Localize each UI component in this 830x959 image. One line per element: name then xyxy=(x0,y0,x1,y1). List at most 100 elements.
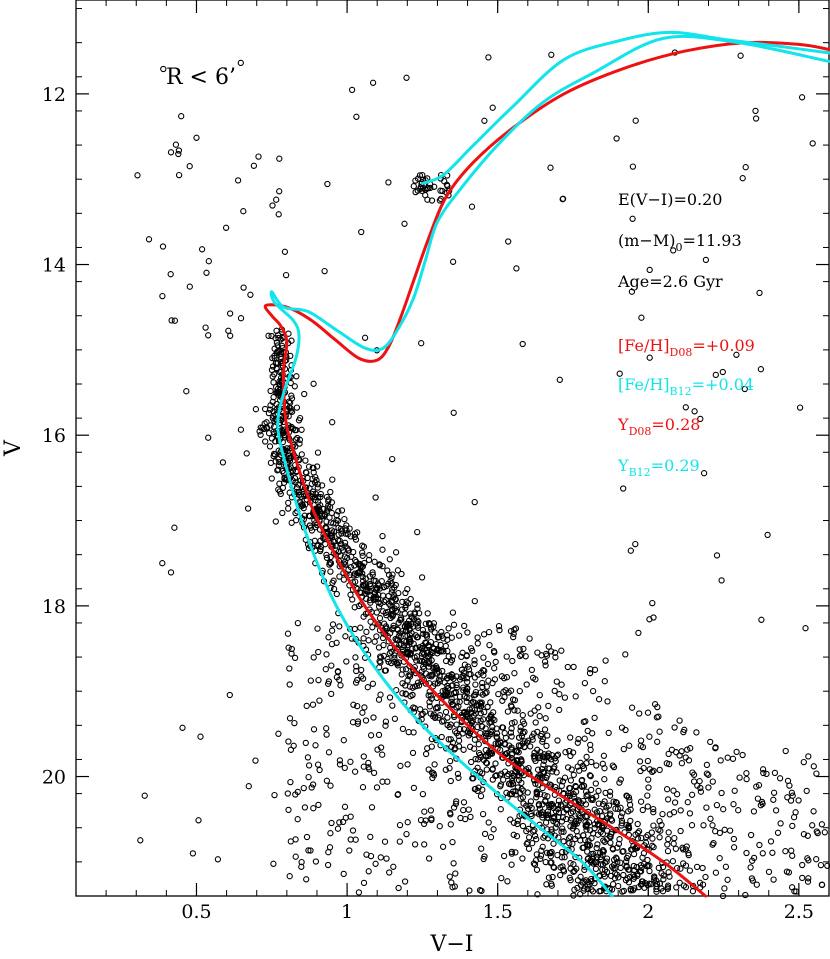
star-point xyxy=(347,813,354,820)
star-point xyxy=(577,890,584,898)
star-point xyxy=(429,644,437,651)
star-point xyxy=(800,831,808,838)
star-point xyxy=(358,666,365,674)
star-point xyxy=(508,725,515,732)
star-point xyxy=(285,806,292,814)
star-point xyxy=(603,827,611,834)
star-point xyxy=(561,854,568,861)
star-point xyxy=(804,878,812,885)
star-point xyxy=(639,878,646,885)
star-point xyxy=(324,180,331,188)
star-point xyxy=(582,788,590,795)
star-point xyxy=(535,801,543,808)
isochrone-line-1 xyxy=(269,34,830,898)
star-point xyxy=(593,844,600,852)
star-point xyxy=(337,682,344,689)
star-point xyxy=(454,770,462,778)
star-point xyxy=(672,845,680,852)
star-point xyxy=(502,734,510,742)
star-point xyxy=(381,583,388,591)
star-point xyxy=(471,657,478,664)
star-point xyxy=(305,463,313,470)
star-point xyxy=(263,419,270,426)
star-point xyxy=(735,807,742,814)
star-point xyxy=(394,791,401,798)
star-point xyxy=(386,694,394,701)
star-point xyxy=(415,618,422,626)
star-point xyxy=(617,813,625,820)
star-point xyxy=(620,485,627,492)
star-point xyxy=(742,891,749,899)
star-point xyxy=(175,150,182,158)
star-point xyxy=(432,666,440,673)
star-point xyxy=(481,708,488,716)
star-point xyxy=(483,689,490,696)
star-point xyxy=(558,828,565,835)
star-point xyxy=(601,866,609,874)
star-point xyxy=(567,823,574,830)
star-point xyxy=(351,562,358,569)
star-point xyxy=(485,819,492,826)
star-point xyxy=(572,817,580,825)
star-point xyxy=(622,651,629,658)
star-point xyxy=(688,822,696,829)
star-point xyxy=(353,663,360,670)
star-point xyxy=(548,859,555,866)
star-point xyxy=(270,394,277,401)
star-point xyxy=(677,827,684,835)
star-point xyxy=(724,754,731,761)
star-point xyxy=(446,757,454,765)
star-point xyxy=(468,758,475,766)
star-point xyxy=(394,626,402,634)
star-point xyxy=(545,750,552,757)
star-point xyxy=(257,431,264,438)
star-point xyxy=(360,753,367,760)
star-point xyxy=(332,542,339,549)
star-point xyxy=(676,717,683,724)
star-point xyxy=(510,819,518,826)
star-point xyxy=(548,882,555,889)
star-point xyxy=(519,822,527,830)
star-point xyxy=(684,799,691,806)
star-point xyxy=(558,818,566,825)
star-point xyxy=(434,703,441,711)
star-point xyxy=(712,869,720,876)
star-point xyxy=(324,680,332,687)
star-point xyxy=(273,364,280,372)
star-point xyxy=(237,315,245,322)
star-point xyxy=(447,721,454,728)
star-point xyxy=(490,826,497,833)
star-point xyxy=(595,787,602,795)
star-point xyxy=(628,704,636,711)
star-point xyxy=(352,836,359,843)
star-point xyxy=(529,736,536,743)
star-point xyxy=(664,882,672,889)
star-point xyxy=(798,94,806,101)
star-point xyxy=(795,797,802,804)
star-point xyxy=(635,828,643,835)
star-point xyxy=(391,715,399,722)
star-point xyxy=(464,629,471,636)
star-point xyxy=(583,792,590,800)
star-point xyxy=(665,869,672,876)
star-point xyxy=(287,352,294,360)
star-point xyxy=(643,862,651,870)
star-point xyxy=(584,727,591,735)
star-point xyxy=(159,292,166,300)
star-point xyxy=(532,757,539,765)
star-point xyxy=(348,86,356,94)
star-point xyxy=(371,638,378,645)
star-point xyxy=(602,807,609,814)
star-point xyxy=(670,787,677,794)
star-point xyxy=(588,796,595,803)
star-point xyxy=(517,723,524,731)
star-point xyxy=(644,881,651,889)
star-point xyxy=(666,760,673,768)
star-point xyxy=(365,759,372,767)
star-point xyxy=(487,728,495,736)
star-point xyxy=(710,839,717,847)
star-point xyxy=(656,834,663,841)
star-point xyxy=(531,861,539,868)
star-point xyxy=(365,637,372,644)
star-point xyxy=(474,640,481,647)
